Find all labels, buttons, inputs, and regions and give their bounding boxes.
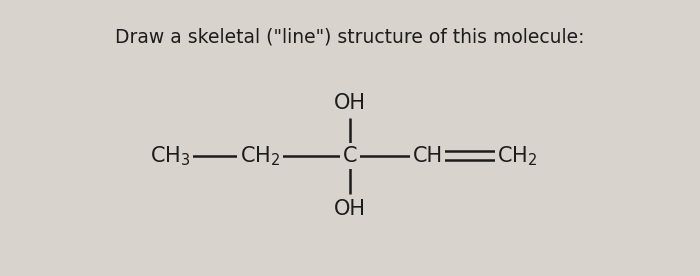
Text: OH: OH [334, 199, 366, 219]
Text: CH$_3$: CH$_3$ [150, 144, 190, 168]
Text: CH$_2$: CH$_2$ [498, 144, 538, 168]
Text: Draw a skeletal ("line") structure of this molecule:: Draw a skeletal ("line") structure of th… [116, 28, 584, 47]
Text: CH$_2$: CH$_2$ [240, 144, 280, 168]
Text: CH: CH [412, 146, 442, 166]
Text: OH: OH [334, 93, 366, 113]
Text: C: C [343, 146, 357, 166]
